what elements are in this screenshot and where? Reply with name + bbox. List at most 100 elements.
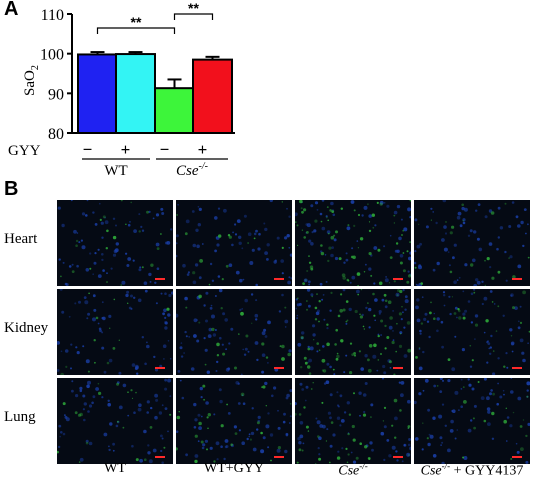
nucleus-dot [212, 333, 217, 337]
nucleus-dot [476, 280, 481, 285]
signal-dot [422, 422, 424, 424]
signal-dot [302, 282, 305, 285]
signal-dot [335, 328, 338, 332]
nucleus-dot [481, 280, 484, 283]
nucleus-dot [180, 355, 184, 358]
nucleus-dot [154, 281, 157, 284]
nucleus-dot [396, 204, 401, 209]
signal-dot [334, 343, 337, 346]
nucleus-dot [194, 454, 199, 458]
nucleus-dot [432, 416, 436, 420]
column-label: WT+GYY [169, 461, 299, 477]
nucleus-dot [469, 365, 473, 368]
nucleus-dot [241, 441, 245, 445]
nucleus-dot [215, 236, 218, 239]
nucleus-dot [295, 212, 298, 217]
nucleus-dot [260, 449, 265, 454]
nucleus-dot [432, 454, 437, 458]
nucleus-dot [191, 210, 195, 213]
nucleus-dot [483, 331, 486, 334]
nucleus-dot [94, 252, 97, 255]
signal-dot [430, 219, 432, 221]
nucleus-dot [280, 259, 284, 263]
nucleus-dot [349, 281, 352, 284]
micrograph-kidney-2 [295, 289, 411, 375]
nucleus-dot [167, 313, 171, 317]
micrograph-image [57, 378, 173, 464]
nucleus-dot [257, 415, 261, 419]
signal-dot [299, 200, 303, 204]
signal-dot [150, 263, 154, 267]
nucleus-dot [161, 437, 164, 440]
nucleus-dot [306, 289, 311, 292]
column-label: WT [50, 461, 180, 477]
signal-dot [359, 313, 361, 315]
row-label-heart: Heart [4, 231, 38, 247]
signal-dot [117, 420, 119, 423]
micrograph-image [414, 200, 530, 286]
signal-dot [249, 438, 252, 441]
nucleus-dot [428, 335, 431, 339]
signal-dot [395, 242, 399, 245]
nucleus-dot [82, 394, 86, 398]
nucleus-dot [93, 308, 97, 312]
nucleus-dot [257, 247, 261, 251]
nucleus-dot [474, 338, 476, 340]
signal-dot [311, 295, 313, 298]
nucleus-dot [222, 312, 226, 316]
nucleus-dot [352, 460, 357, 464]
signal-dot [391, 340, 395, 345]
nucleus-dot [199, 386, 203, 391]
nucleus-dot [484, 215, 488, 219]
nucleus-dot [101, 316, 104, 320]
signal-dot [345, 300, 349, 303]
nucleus-dot [83, 296, 87, 299]
signal-dot [131, 397, 134, 399]
scale-bar [155, 278, 165, 280]
signal-dot [338, 257, 342, 261]
nucleus-dot [343, 371, 346, 374]
nucleus-dot [439, 436, 443, 440]
nucleus-dot [211, 314, 215, 319]
nucleus-dot [263, 222, 266, 225]
nucleus-dot [286, 393, 290, 398]
nucleus-dot [522, 244, 525, 248]
nucleus-dot [497, 236, 500, 239]
signal-dot [373, 343, 377, 348]
signal-dot [316, 293, 318, 295]
nucleus-dot [215, 441, 220, 446]
nucleus-dot [442, 200, 447, 203]
nucleus-dot [453, 280, 457, 284]
scale-bar [393, 367, 403, 369]
nucleus-dot [211, 279, 215, 282]
signal-dot [149, 426, 153, 429]
nucleus-dot [193, 334, 197, 338]
signal-dot [349, 371, 353, 375]
signal-dot [265, 356, 269, 359]
significance-label: ** [131, 14, 142, 30]
nucleus-dot [266, 258, 269, 261]
nucleus-dot [192, 280, 197, 285]
significance-bracket [96, 27, 176, 34]
nucleus-dot [125, 293, 129, 298]
y-axis-label: SaO2 [22, 65, 41, 96]
nucleus-dot [150, 406, 153, 410]
nucleus-dot [458, 409, 460, 411]
signal-dot [485, 319, 489, 323]
nucleus-dot [168, 293, 172, 298]
nucleus-dot [220, 445, 223, 448]
signal-dot [387, 300, 392, 304]
nucleus-dot [213, 413, 216, 416]
nucleus-dot [197, 206, 200, 208]
signal-dot [473, 291, 476, 294]
nucleus-dot [57, 445, 61, 449]
nucleus-dot [255, 318, 258, 321]
nucleus-dot [473, 283, 478, 286]
signal-dot [367, 203, 369, 206]
signal-dot [490, 211, 495, 215]
nucleus-dot [76, 351, 80, 355]
nucleus-dot [461, 348, 465, 352]
signal-dot [393, 214, 396, 217]
signal-dot [331, 210, 335, 213]
bar [115, 53, 156, 134]
